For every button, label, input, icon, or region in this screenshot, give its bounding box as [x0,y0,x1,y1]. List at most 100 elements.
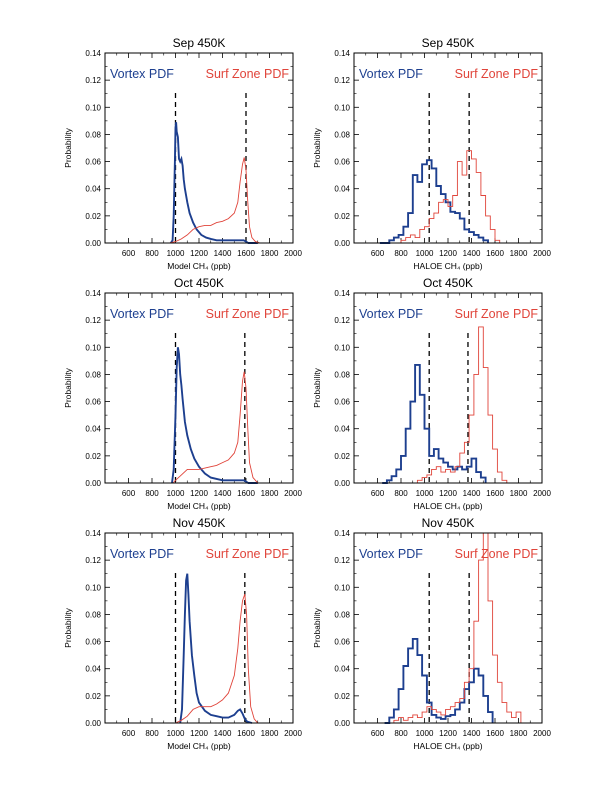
x-tick-label: 2000 [284,489,302,498]
panel-title: Sep 450K [422,36,475,50]
x-tick-label: 1800 [261,729,279,738]
y-tick-label: 0.04 [334,185,350,194]
y-tick-label: 0.00 [85,479,101,488]
legend-vortex-label: Vortex PDF [110,547,174,561]
y-tick-label: 0.12 [334,556,350,565]
y-tick-label: 0.12 [334,316,350,325]
y-tick-label: 0.04 [334,665,350,674]
y-tick-label: 0.02 [85,212,101,221]
x-tick-label: 1200 [439,249,457,258]
x-tick-label: 600 [122,489,136,498]
y-tick-label: 0.10 [334,343,350,352]
chart-panel-2: Sep 450K HALOE CH₄ (ppb) Probability 600 800… [312,36,551,271]
plot-frame [353,292,543,484]
y-tick-label: 0.06 [85,638,101,647]
y-tick-label: 0.14 [85,529,101,538]
x-tick-label: 1200 [439,489,457,498]
y-tick-label: 0.14 [334,529,350,538]
y-tick-label: 0.10 [334,103,350,112]
x-tick-label: 1200 [190,729,208,738]
vortex-pdf-line [170,122,258,244]
x-tick-label: 1600 [237,729,255,738]
surf-zone-pdf-line [105,593,293,724]
x-tick-label: 1800 [510,489,528,498]
y-tick-label: 0.00 [85,719,101,728]
y-axis-label: Probability [312,127,322,167]
y-tick-label: 0.02 [334,212,350,221]
x-tick-label: 1800 [261,249,279,258]
surf-zone-pdf-line [412,326,508,484]
plot-frame [353,52,543,244]
y-tick-label: 0.10 [85,103,101,112]
x-tick-label: 1400 [214,489,232,498]
legend-vortex-label: Vortex PDF [110,307,174,321]
x-tick-label: 800 [145,489,159,498]
y-axis-label: Probability [63,127,73,167]
y-axis-label: Probability [63,367,73,407]
vortex-pdf-line [179,573,253,724]
y-tick-label: 0.02 [334,452,350,461]
x-tick-label: 1000 [167,489,185,498]
x-axis-label: Model CH₄ (ppb) [167,741,231,751]
y-tick-label: 0.06 [85,398,101,407]
panel-title: Oct 450K [174,276,224,290]
x-tick-label: 800 [394,249,408,258]
y-tick-label: 0.10 [334,583,350,592]
y-tick-label: 0.04 [85,425,101,434]
legend-vortex-label: Vortex PDF [359,547,423,561]
y-tick-label: 0.08 [85,610,101,619]
plot-frame [104,292,294,484]
x-tick-label: 800 [394,489,408,498]
x-tick-label: 800 [394,729,408,738]
surf-zone-pdf-line [105,157,293,244]
legend-surf-zone-label: Surf Zone PDF [206,307,290,321]
legend-vortex-label: Vortex PDF [110,67,174,81]
x-tick-label: 1200 [439,729,457,738]
y-tick-label: 0.12 [85,76,101,85]
x-tick-label: 2000 [533,249,551,258]
x-tick-label: 600 [122,249,136,258]
y-tick-label: 0.08 [334,130,350,139]
vortex-pdf-line [382,363,487,484]
x-axis-label: HALOE CH₄ (ppb) [413,261,482,271]
y-tick-label: 0.06 [334,158,350,167]
x-tick-label: 600 [371,489,385,498]
y-tick-label: 0.14 [334,289,350,298]
y-tick-label: 0.12 [334,76,350,85]
x-tick-label: 1400 [463,489,481,498]
y-tick-label: 0.14 [334,49,350,58]
y-tick-label: 0.12 [85,316,101,325]
x-tick-label: 1000 [167,729,185,738]
y-tick-label: 0.02 [85,692,101,701]
y-tick-label: 0.10 [85,343,101,352]
y-tick-label: 0.04 [334,425,350,434]
y-tick-label: 0.04 [85,185,101,194]
y-tick-label: 0.00 [334,719,350,728]
plot-frame [104,52,294,244]
vortex-pdf-line [384,637,494,724]
y-tick-label: 0.02 [85,452,101,461]
legend-vortex-label: Vortex PDF [359,67,423,81]
surf-zone-pdf-line [105,371,293,484]
x-tick-label: 1400 [214,249,232,258]
legend-surf-zone-label: Surf Zone PDF [455,547,539,561]
x-tick-label: 1200 [190,249,208,258]
x-tick-label: 600 [371,729,385,738]
x-tick-label: 1400 [214,729,232,738]
x-tick-label: 1600 [486,729,504,738]
y-tick-label: 0.06 [334,638,350,647]
panel-title: Oct 450K [423,276,473,290]
legend-surf-zone-label: Surf Zone PDF [455,67,539,81]
legend-surf-zone-label: Surf Zone PDF [206,67,290,81]
panel-title: Nov 450K [173,516,226,530]
x-axis-label: Model CH₄ (ppb) [167,501,231,511]
surf-zone-pdf-line [396,150,501,244]
x-tick-label: 1800 [510,729,528,738]
x-axis-label: HALOE CH₄ (ppb) [413,501,482,511]
x-tick-label: 600 [122,729,136,738]
y-tick-label: 0.06 [85,158,101,167]
y-tick-label: 0.12 [85,556,101,565]
x-tick-label: 1600 [237,249,255,258]
x-tick-label: 2000 [533,489,551,498]
y-tick-label: 0.08 [334,610,350,619]
